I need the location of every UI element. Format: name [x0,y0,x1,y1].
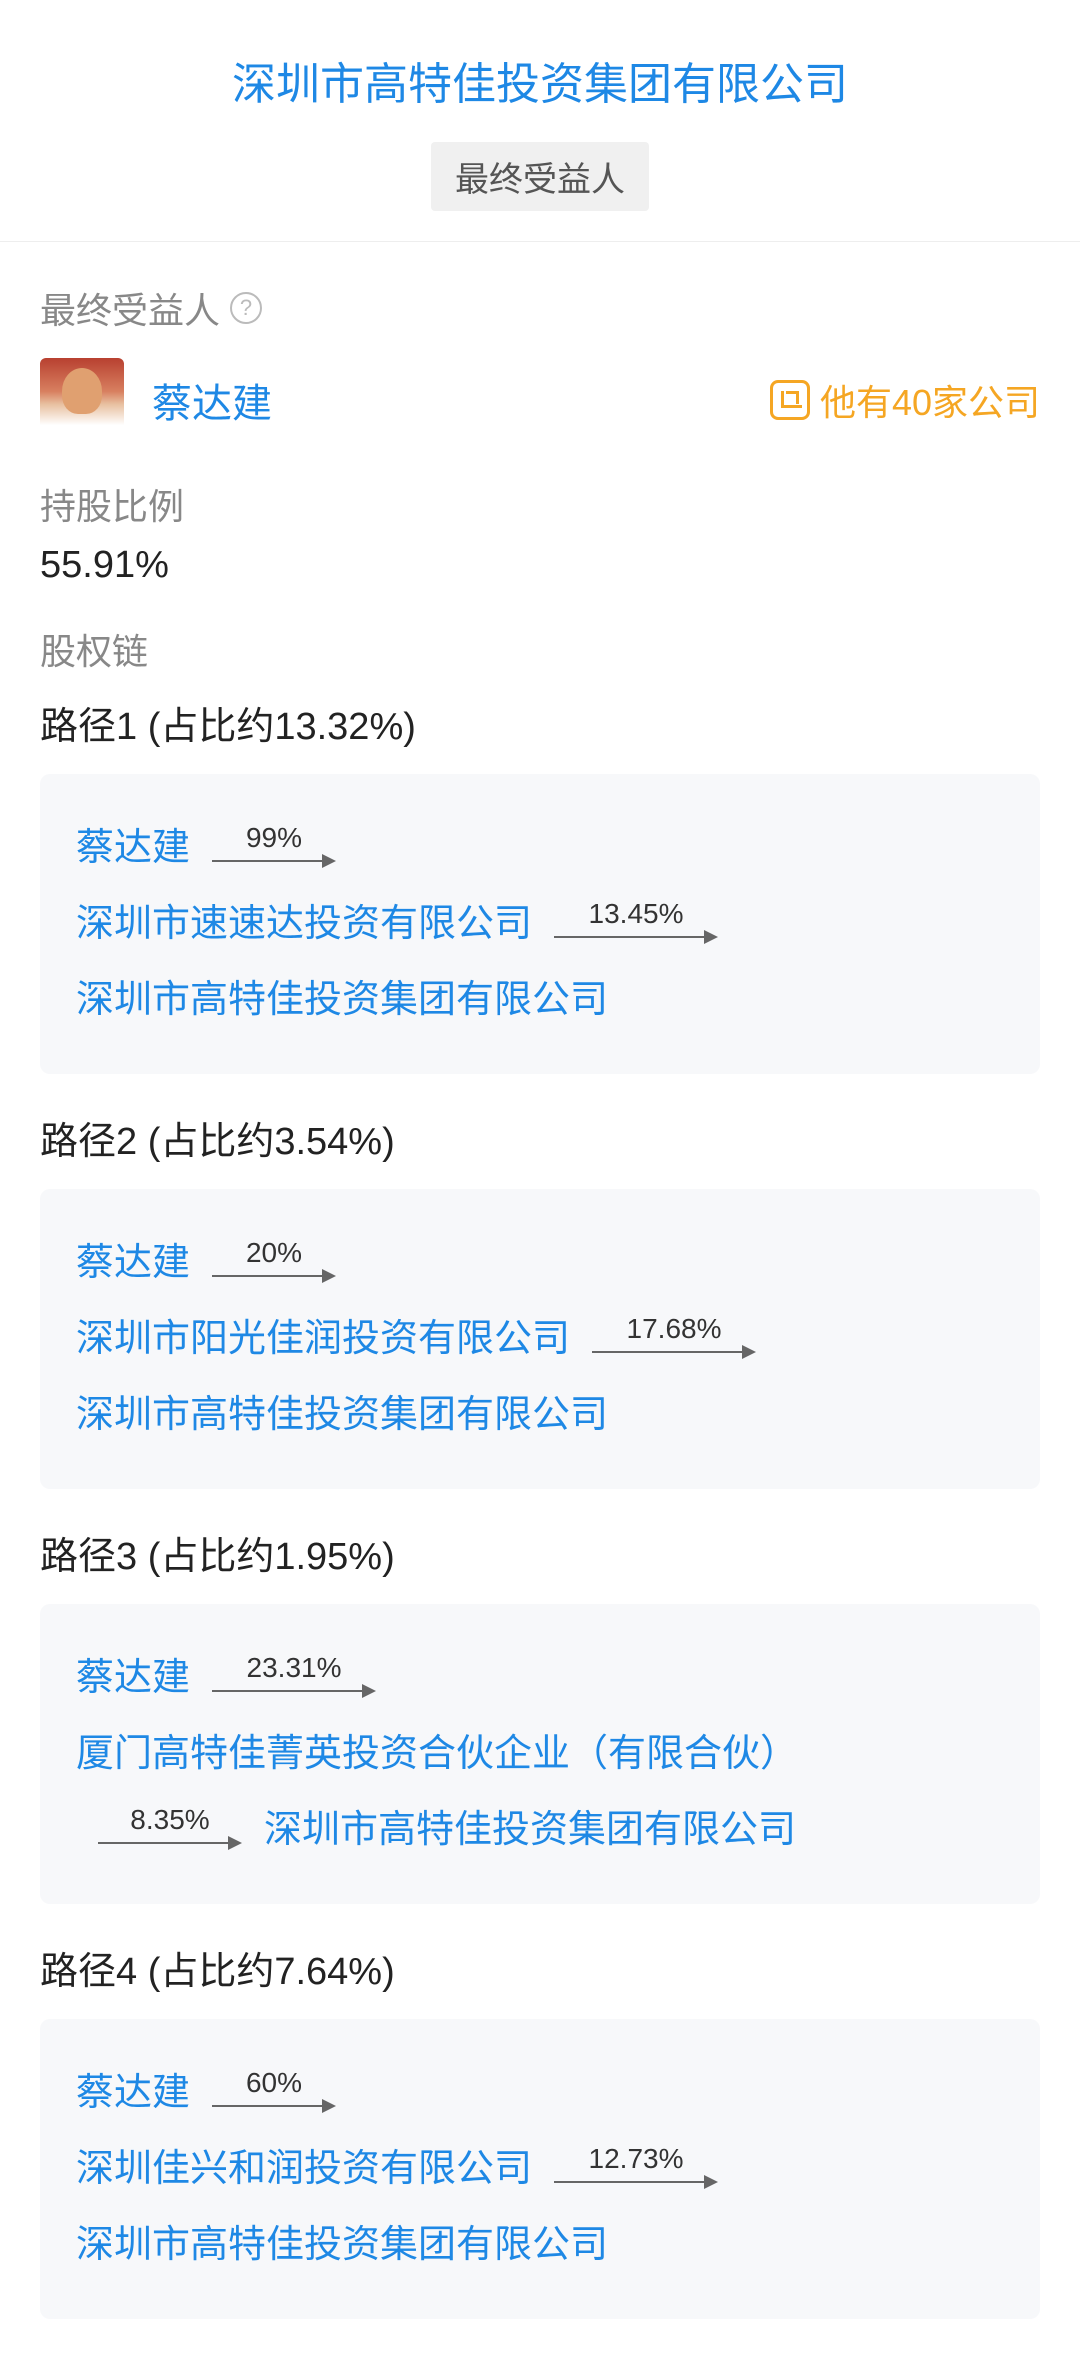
person-name[interactable]: 蔡达建 [152,371,272,429]
entity-link[interactable]: 深圳市高特佳投资集团有限公司 [76,979,608,1021]
person-row: 蔡达建 他有40家公司 [40,358,1040,442]
holding-label: 持股比例 [40,478,1040,530]
section-label-text: 最终受益人 [40,282,220,334]
content: 最终受益人 ? 蔡达建 他有40家公司 持股比例 55.91% 股权链 路径1 … [0,242,1080,2375]
section-label-beneficiary: 最终受益人 ? [40,282,1040,334]
ownership-arrow: 23.31% [212,1654,376,1698]
path-title: 路径2 (占比约3.54%) [40,1110,1040,1165]
avatar[interactable] [40,358,124,442]
ownership-percent: 60% [246,2069,302,2097]
equity-chain-label: 股权链 [40,623,1040,675]
holding-value: 55.91% [40,544,1040,587]
trend-icon [770,380,810,420]
entity-link[interactable]: 蔡达建 [76,2072,190,2114]
ownership-arrow: 20% [212,1239,336,1283]
beneficiary-tag[interactable]: 最终受益人 [431,142,649,211]
ownership-percent: 20% [246,1239,302,1267]
path-title: 路径4 (占比约7.64%) [40,1940,1040,1995]
path-title: 路径1 (占比约13.32%) [40,695,1040,750]
entity-link[interactable]: 蔡达建 [76,1242,190,1284]
ownership-percent: 17.68% [627,1315,722,1343]
path-box: 蔡达建 23.31% 厦门高特佳菁英投资合伙企业（有限合伙） 8.35% 深圳市高特佳投… [40,1604,1040,1904]
entity-link[interactable]: 厦门高特佳菁英投资合伙企业（有限合伙） [76,1733,798,1775]
header: 深圳市高特佳投资集团有限公司 最终受益人 [0,0,1080,242]
entity-link[interactable]: 深圳市高特佳投资集团有限公司 [76,1394,608,1436]
entity-link[interactable]: 深圳市速速达投资有限公司 [76,903,532,945]
path-box: 蔡达建 60% 深圳佳兴和润投资有限公司 12.73% 深圳市高特佳投资集团有限公司 [40,2019,1040,2319]
company-title[interactable]: 深圳市高特佳投资集团有限公司 [30,48,1050,112]
ownership-percent: 12.73% [589,2145,684,2173]
ownership-arrow: 60% [212,2069,336,2113]
path-title: 路径3 (占比约1.95%) [40,1525,1040,1580]
ownership-arrow: 8.35% [98,1806,242,1850]
ownership-percent: 13.45% [589,900,684,928]
ownership-arrow: 99% [212,824,336,868]
person-left: 蔡达建 [40,358,272,442]
entity-link[interactable]: 蔡达建 [76,1657,190,1699]
path-box: 蔡达建 20% 深圳市阳光佳润投资有限公司 17.68% 深圳市高特佳投资集团有限公司 [40,1189,1040,1489]
ownership-arrow: 17.68% [592,1315,756,1359]
help-icon[interactable]: ? [230,292,262,324]
path-box: 蔡达建 99% 深圳市速速达投资有限公司 13.45% 深圳市高特佳投资集团有限公司 [40,774,1040,1074]
ownership-percent: 8.35% [130,1806,209,1834]
ownership-arrow: 12.73% [554,2145,718,2189]
entity-link[interactable]: 深圳市高特佳投资集团有限公司 [264,1809,796,1851]
company-count-link[interactable]: 他有40家公司 [770,374,1040,426]
company-count-text: 他有40家公司 [820,374,1040,426]
entity-link[interactable]: 深圳市高特佳投资集团有限公司 [76,2224,608,2266]
ownership-percent: 99% [246,824,302,852]
ownership-arrow: 13.45% [554,900,718,944]
entity-link[interactable]: 蔡达建 [76,827,190,869]
paths-container: 路径1 (占比约13.32%) 蔡达建 99% 深圳市速速达投资有限公司 13.45% 深… [40,695,1040,2319]
entity-link[interactable]: 深圳市阳光佳润投资有限公司 [76,1318,570,1360]
entity-link[interactable]: 深圳佳兴和润投资有限公司 [76,2148,532,2190]
ownership-percent: 23.31% [247,1654,342,1682]
